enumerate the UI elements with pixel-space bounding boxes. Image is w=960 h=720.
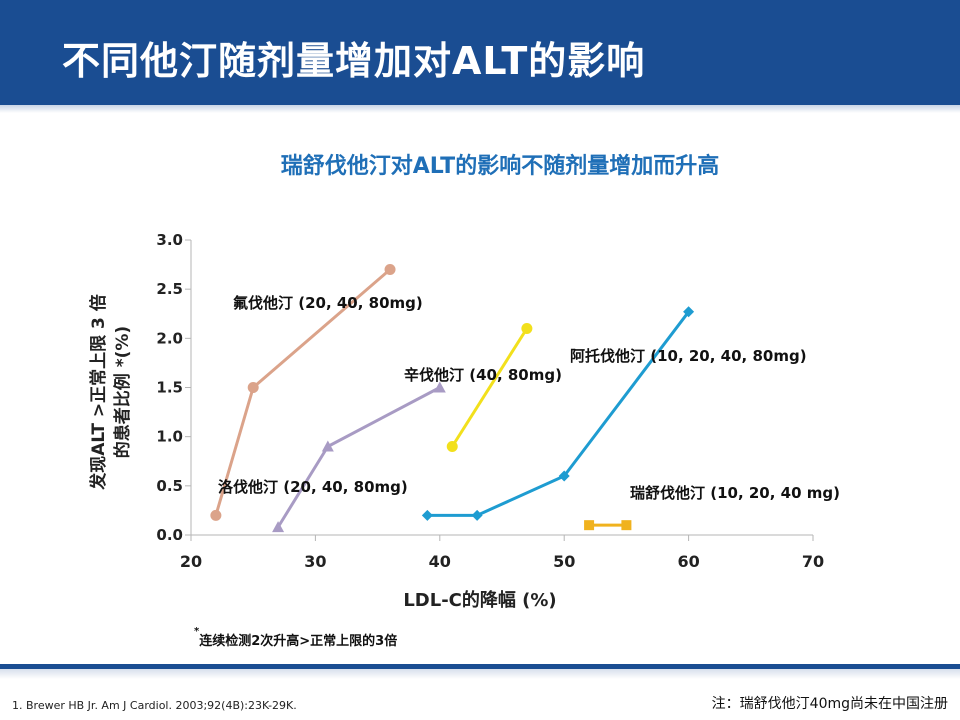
data-point (272, 521, 285, 533)
x-tick-label: 30 (304, 552, 326, 571)
series-label: 辛伐他汀 (40, 80mg) (404, 366, 562, 384)
data-point (321, 440, 334, 452)
series-label: 氟伐他汀 (20, 40, 80mg) (233, 294, 423, 312)
y-axis-label-line2: 的患者比例 *(%) (112, 326, 133, 458)
y-tick-label: 3.0 (156, 231, 183, 249)
y-axis-label-line1: 发现ALT >正常上限 3 倍 (88, 294, 109, 491)
data-point (421, 509, 433, 521)
bottom-band (0, 664, 960, 669)
y-tick-label: 0.0 (156, 526, 183, 544)
y-tick-label: 1.5 (156, 379, 183, 397)
series-line (276, 386, 441, 528)
series-label: 洛伐他汀 (20, 40, 80mg) (218, 478, 408, 496)
registration-note: 注：瑞舒伐他汀40mg尚未在中国注册 (711, 696, 948, 712)
series-label: 阿托伐他汀 (10, 20, 40, 80mg) (570, 347, 807, 365)
header-shadow (0, 105, 960, 113)
x-tick-label: 20 (180, 552, 202, 571)
x-tick-label: 50 (553, 552, 575, 571)
data-point (584, 520, 595, 531)
data-point (433, 381, 446, 393)
data-point (621, 520, 632, 531)
reference-text: 1. Brewer HB Jr. Am J Cardiol. 2003;92(4… (12, 699, 297, 712)
data-point (558, 470, 570, 482)
x-tick-label: 70 (802, 552, 824, 571)
data-point (384, 264, 396, 275)
series-line (427, 310, 690, 517)
bottom-band-shadow (0, 669, 960, 679)
y-tick-label: 1.0 (156, 428, 183, 446)
header-bar: 不同他汀随剂量增加对ALT的影响 (0, 0, 960, 105)
y-tick-label: 2.0 (156, 329, 183, 347)
chart-subtitle: 瑞舒伐他汀对ALT的影响不随剂量增加而升高 (280, 154, 720, 179)
page-title: 不同他汀随剂量增加对ALT的影响 (62, 39, 646, 83)
x-tick-label: 40 (429, 552, 451, 571)
data-point (521, 323, 533, 334)
series-line (450, 327, 529, 448)
footnote-text: 连续检测2次升高>正常上限的3倍 (199, 634, 398, 649)
data-point (683, 306, 695, 318)
data-point (471, 509, 483, 521)
data-point (210, 509, 222, 521)
series-label: 瑞舒伐他汀 (10, 20, 40 mg) (630, 484, 840, 502)
x-tick-label: 60 (677, 552, 699, 571)
x-axis-label: LDL-C的降幅 (%) (403, 589, 556, 611)
data-point (247, 382, 259, 393)
data-point (446, 441, 458, 452)
y-tick-label: 2.5 (156, 280, 183, 298)
footnote-mark: * (194, 626, 200, 637)
footnote: *连续检测2次升高>正常上限的3倍 (194, 626, 398, 649)
ldl-alt-chart: 0.0 0.5 1.0 1.5 2.0 2.5 3.0 20 30 40 50 60 70 LDL-C的降… (88, 231, 840, 611)
y-tick-label: 0.5 (156, 477, 183, 495)
